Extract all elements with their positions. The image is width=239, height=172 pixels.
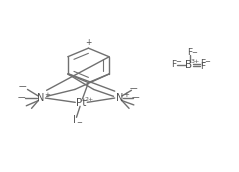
Text: +: + — [85, 38, 92, 47]
Text: 2+: 2+ — [85, 97, 94, 102]
Text: N: N — [116, 93, 123, 103]
Text: F: F — [201, 59, 206, 68]
Text: B: B — [185, 60, 192, 70]
Text: −: − — [76, 121, 82, 126]
Text: F: F — [201, 62, 206, 71]
Text: N: N — [37, 93, 44, 103]
Text: —: — — [132, 93, 140, 102]
Text: F: F — [171, 60, 176, 69]
Text: −: − — [204, 59, 210, 64]
Text: −: − — [191, 50, 197, 56]
Text: Pt: Pt — [76, 98, 87, 108]
Text: —: — — [130, 84, 138, 93]
Text: +: + — [123, 92, 129, 98]
Text: I: I — [73, 115, 76, 125]
Text: F: F — [187, 49, 192, 57]
Text: +: + — [44, 92, 50, 98]
Text: —: — — [19, 82, 27, 91]
Text: —: — — [17, 93, 25, 102]
Text: −: − — [175, 59, 181, 65]
Text: 3+: 3+ — [191, 59, 200, 64]
